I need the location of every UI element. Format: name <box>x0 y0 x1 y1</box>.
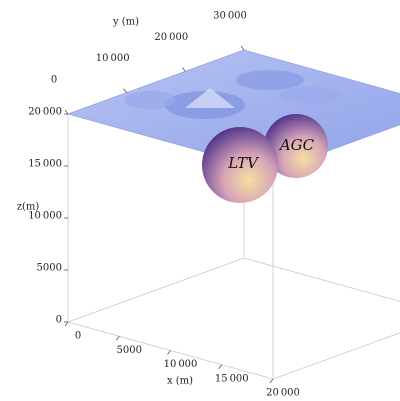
x-tick <box>168 351 171 355</box>
terrain-relief <box>124 91 176 109</box>
y-axis-label: y (m) <box>112 17 139 28</box>
y-tick-label: 10 000 <box>96 53 130 64</box>
y-tick <box>182 67 185 71</box>
chart: AGC LTV x (m) y (m) z(m) 0500010 00015 0… <box>0 0 400 401</box>
x-tick <box>270 379 273 383</box>
z-tick-label: 10 000 <box>28 211 62 222</box>
z-tick-label: 15 000 <box>28 159 62 170</box>
x-tick <box>219 365 222 369</box>
x-tick-label: 5000 <box>117 345 142 356</box>
y-tick <box>124 89 127 93</box>
x-tick <box>116 336 119 340</box>
box-edge <box>68 258 244 322</box>
terrain-relief <box>236 70 304 90</box>
z-tick-label: 5000 <box>37 263 62 274</box>
x-tick-label: 0 <box>75 331 81 342</box>
box-edge <box>273 315 400 379</box>
x-tick-label: 15 000 <box>215 373 249 384</box>
z-tick-label: 20 000 <box>28 107 62 118</box>
x-tick <box>65 322 68 326</box>
y-tick <box>65 110 68 114</box>
z-tick-label: 0 <box>56 315 62 326</box>
y-tick-label: 30 000 <box>213 11 247 22</box>
annotation: LTV <box>227 154 260 172</box>
box-edge <box>244 258 400 315</box>
terrain-relief <box>280 87 340 103</box>
x-tick-label: 20 000 <box>266 388 300 399</box>
annotation: AGC <box>278 136 315 154</box>
x-tick-label: 10 000 <box>164 359 198 370</box>
y-tick <box>241 46 244 50</box>
y-tick-label: 20 000 <box>154 32 188 43</box>
y-tick-label: 0 <box>51 75 57 86</box>
x-axis-label: x (m) <box>167 376 193 387</box>
